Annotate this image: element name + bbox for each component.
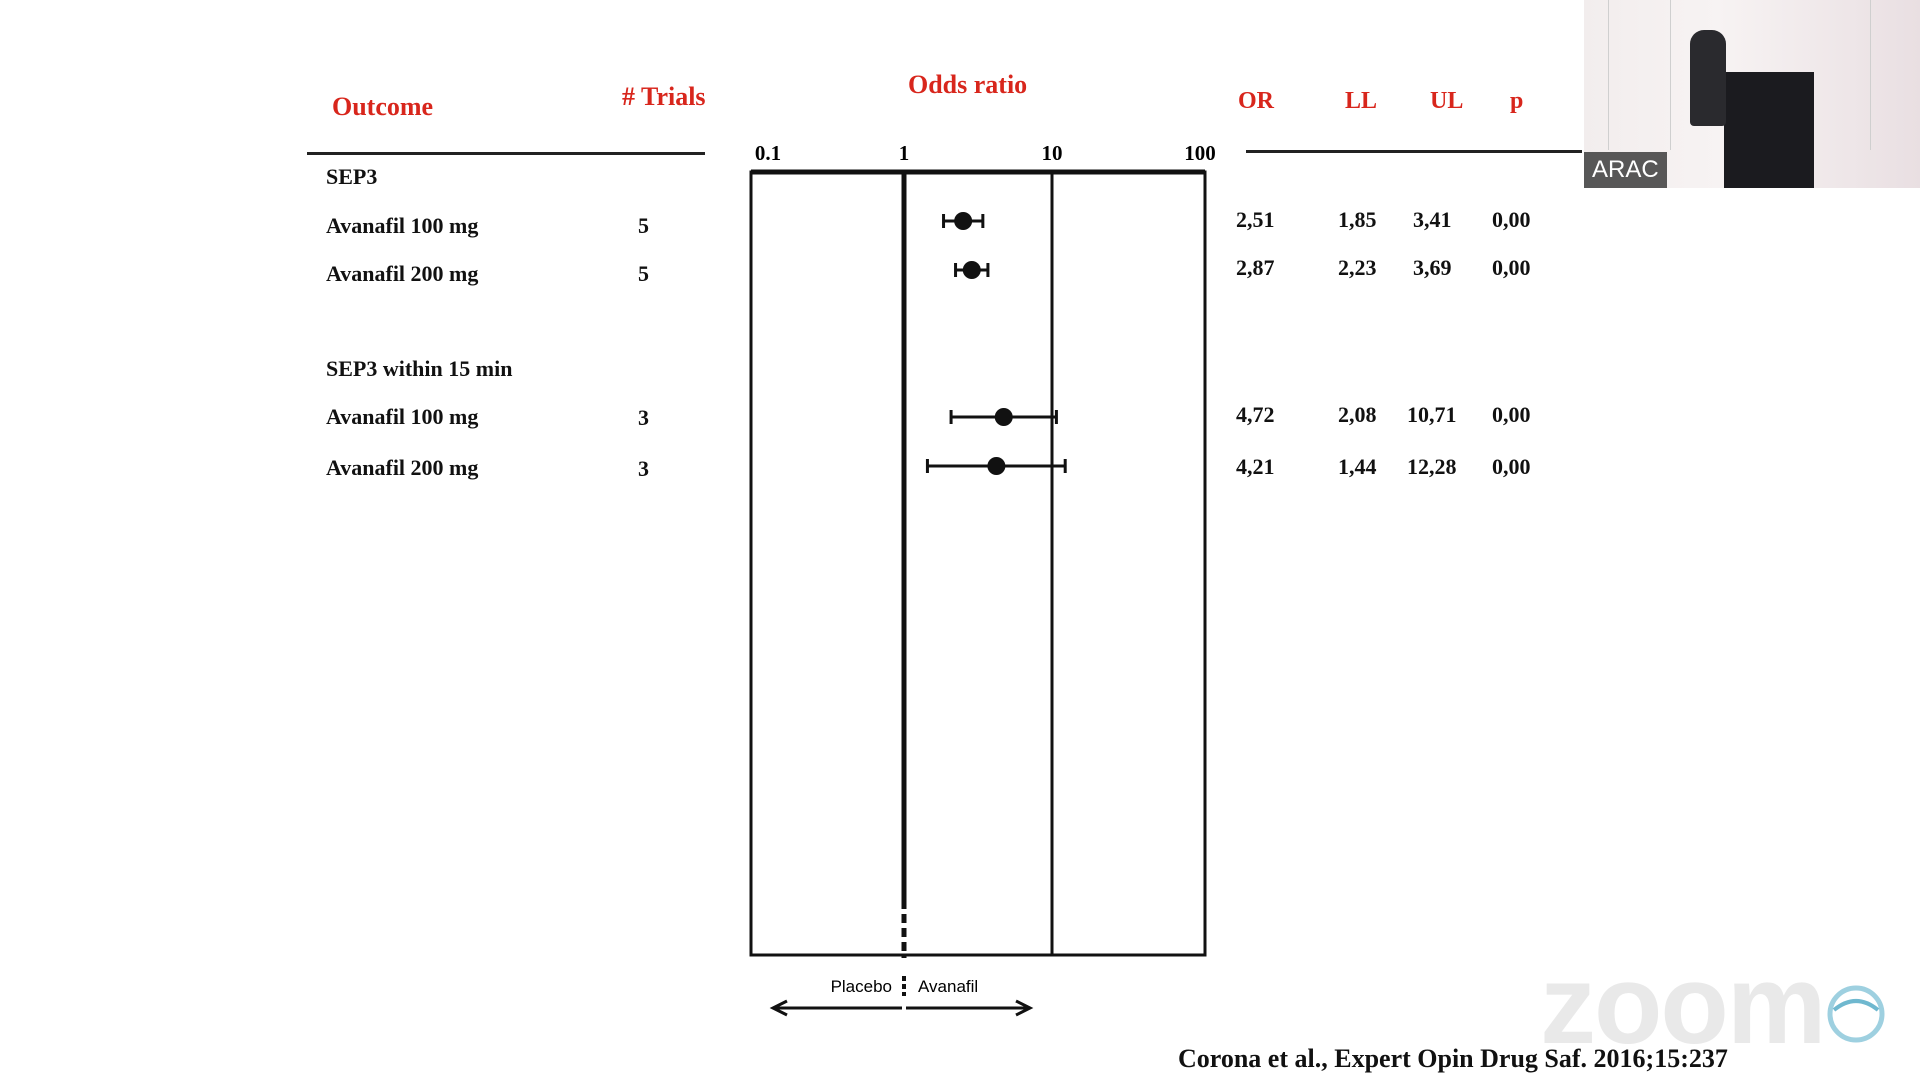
- row-ll: 2,23: [1338, 255, 1377, 280]
- row-trials: 5: [638, 213, 649, 238]
- header-or: OR: [1238, 88, 1274, 114]
- speaker-silhouette: [1690, 30, 1726, 126]
- direction-label-left: Placebo: [831, 977, 892, 996]
- header-rule-right: [1246, 150, 1582, 153]
- podium-shape: [1724, 72, 1814, 188]
- x-tick-label: 0.1: [755, 141, 781, 165]
- row-or: 2,87: [1236, 255, 1275, 280]
- row-label: Avanafil 200 mg: [326, 261, 479, 286]
- row-ul: 12,28: [1407, 454, 1457, 479]
- row-p: 0,00: [1492, 402, 1531, 427]
- citation: Corona et al., Expert Opin Drug Saf. 201…: [1178, 1044, 1728, 1073]
- row-label: Avanafil 100 mg: [326, 404, 479, 429]
- header-trials: # Trials: [622, 82, 706, 111]
- row-ul: 3,41: [1413, 207, 1452, 232]
- x-tick-label: 1: [899, 141, 910, 165]
- row-label: Avanafil 200 mg: [326, 455, 479, 480]
- video-participant-label: ARAC: [1584, 152, 1667, 188]
- header-rule-left: [307, 152, 705, 155]
- conference-logo-icon: [1827, 985, 1885, 1043]
- speaker-video-thumbnail[interactable]: ARAC: [1584, 0, 1920, 188]
- direction-label-right: Avanafil: [918, 977, 978, 996]
- arrow-right: [906, 999, 1034, 1017]
- row-ul: 10,71: [1407, 402, 1457, 427]
- x-tick-label: 100: [1184, 141, 1216, 165]
- row-ul: 3,69: [1413, 255, 1452, 280]
- header-outcome: Outcome: [332, 92, 434, 121]
- plot-frame: [749, 170, 1207, 957]
- group-label: SEP3 within 15 min: [326, 356, 513, 381]
- group-label: SEP3: [326, 164, 378, 189]
- row-trials: 5: [638, 261, 649, 286]
- point-estimate: [954, 212, 973, 230]
- zoom-watermark-logo: zoom: [1540, 942, 1826, 1067]
- row-trials: 3: [638, 405, 649, 430]
- point-estimate: [994, 408, 1013, 426]
- row-p: 0,00: [1492, 255, 1531, 280]
- row-label: Avanafil 100 mg: [326, 213, 479, 238]
- row-p: 0,00: [1492, 454, 1531, 479]
- row-ll: 1,85: [1338, 207, 1377, 232]
- row-ll: 2,08: [1338, 402, 1377, 427]
- arrow-left: [769, 999, 902, 1017]
- row-or: 4,72: [1236, 402, 1275, 427]
- row-or: 2,51: [1236, 207, 1275, 232]
- point-estimate: [962, 261, 981, 279]
- point-estimate: [987, 457, 1006, 475]
- row-p: 0,00: [1492, 207, 1531, 232]
- row-ll: 1,44: [1338, 454, 1377, 479]
- x-tick-label: 10: [1042, 141, 1063, 165]
- row-trials: 3: [638, 456, 649, 481]
- header-odds-ratio: Odds ratio: [908, 70, 1028, 99]
- header-ll: LL: [1345, 88, 1378, 114]
- header-p: p: [1510, 88, 1524, 114]
- row-or: 4,21: [1236, 454, 1275, 479]
- header-ul: UL: [1430, 88, 1464, 114]
